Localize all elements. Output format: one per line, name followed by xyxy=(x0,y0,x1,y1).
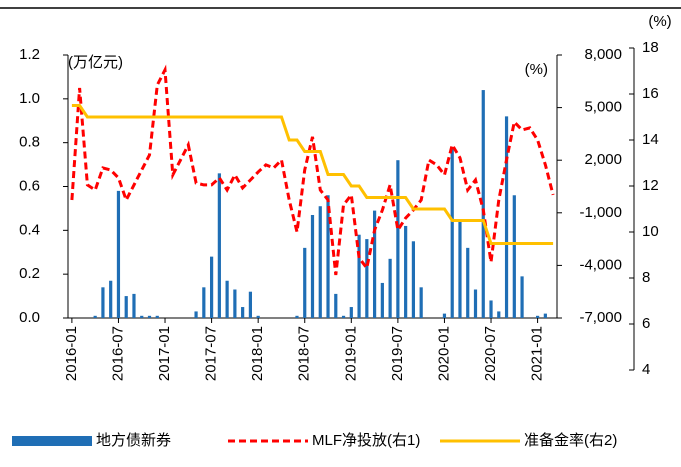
bar xyxy=(458,221,462,318)
bar xyxy=(473,289,478,318)
x-tick-label: 2016-01 xyxy=(63,326,80,381)
bar xyxy=(209,256,214,318)
y-unit-label: (万亿元) xyxy=(68,54,123,71)
legend-label: MLF净投放(右1) xyxy=(312,432,420,449)
bar xyxy=(140,315,144,318)
bar xyxy=(372,210,377,318)
bar xyxy=(310,214,315,318)
y3-unit-label: (%) xyxy=(648,13,671,30)
legend: 地方债新券 MLF净投放(右1) 准备金率(右2) xyxy=(12,432,617,449)
bar xyxy=(295,315,299,318)
y2-tick-label: 5,000 xyxy=(584,99,622,116)
y-tick-label: 0.2 xyxy=(19,265,40,282)
bar xyxy=(318,206,322,318)
x-tick-label: 2020-01 xyxy=(435,326,452,381)
y3-tick-label: 16 xyxy=(642,85,659,102)
bar xyxy=(217,173,221,318)
y2-tick-label: -1,000 xyxy=(579,204,622,221)
legend-label: 地方债新券 xyxy=(96,432,171,449)
bar xyxy=(357,234,361,318)
y3-tick-label: 12 xyxy=(642,177,659,194)
bar xyxy=(147,315,152,318)
y3-tick-label: 18 xyxy=(642,39,659,56)
y3-tick-label: 6 xyxy=(642,315,650,332)
bar xyxy=(535,315,540,318)
bar xyxy=(380,282,384,318)
y2-tick-label: -7,000 xyxy=(579,309,622,326)
legend-swatch xyxy=(12,436,92,446)
y-tick-label: 0.4 xyxy=(19,221,40,238)
bar xyxy=(326,195,330,318)
bar xyxy=(388,258,392,318)
bar xyxy=(504,116,509,318)
bar xyxy=(543,313,547,318)
bar xyxy=(334,293,338,318)
bar xyxy=(194,311,198,318)
y3-tick-label: 10 xyxy=(642,223,659,240)
bar xyxy=(520,276,524,318)
y-tick-label: 1.2 xyxy=(19,46,40,63)
x-tick-label: 2018-01 xyxy=(249,326,266,381)
y-tick-label: 0.8 xyxy=(19,134,40,151)
bar xyxy=(233,289,237,318)
bar xyxy=(466,247,470,318)
bar xyxy=(341,315,346,318)
bar xyxy=(101,287,105,318)
bar xyxy=(225,280,229,318)
y-tick-label: 0.0 xyxy=(19,309,40,326)
bar xyxy=(202,287,206,318)
x-tick-label: 2019-07 xyxy=(389,326,406,381)
bar xyxy=(396,160,400,318)
bar xyxy=(497,311,501,318)
x-tick-label: 2020-07 xyxy=(482,326,499,381)
bar xyxy=(256,315,260,318)
line xyxy=(71,104,554,245)
bar xyxy=(109,280,113,318)
bar xyxy=(450,147,454,318)
bar xyxy=(116,190,121,318)
bar xyxy=(155,315,159,318)
bar xyxy=(419,287,423,318)
x-tick-label: 2019-01 xyxy=(342,326,359,381)
x-tick-label: 2016-07 xyxy=(109,326,126,381)
bar xyxy=(132,293,136,318)
y3-tick-label: 8 xyxy=(642,269,650,286)
bar xyxy=(442,313,447,318)
bar xyxy=(349,307,353,318)
x-tick-label: 2017-07 xyxy=(203,326,220,381)
y2-unit-label: (%) xyxy=(525,61,548,78)
x-tick-label: 2018-07 xyxy=(296,326,313,381)
legend-label: 准备金率(右2) xyxy=(524,432,617,449)
bar xyxy=(404,225,408,318)
bar xyxy=(248,291,253,318)
y3-tick-label: 14 xyxy=(642,131,659,148)
y2-tick-label: 2,000 xyxy=(584,151,622,168)
bar xyxy=(93,315,97,318)
bar xyxy=(303,247,307,318)
bar xyxy=(489,300,493,318)
bar xyxy=(512,195,516,318)
bar xyxy=(241,307,245,318)
y2-tick-label: -4,000 xyxy=(579,256,622,273)
y2-tick-label: 8,000 xyxy=(584,46,622,63)
x-tick-label: 2021-01 xyxy=(529,326,546,381)
x-tick-label: 2017-01 xyxy=(156,326,173,381)
y3-tick-label: 4 xyxy=(642,361,650,378)
y-tick-label: 1.0 xyxy=(19,90,40,107)
bar xyxy=(124,296,128,318)
bar xyxy=(411,241,416,318)
line xyxy=(70,64,555,276)
y-tick-label: 0.6 xyxy=(19,177,40,194)
bar xyxy=(365,239,369,318)
